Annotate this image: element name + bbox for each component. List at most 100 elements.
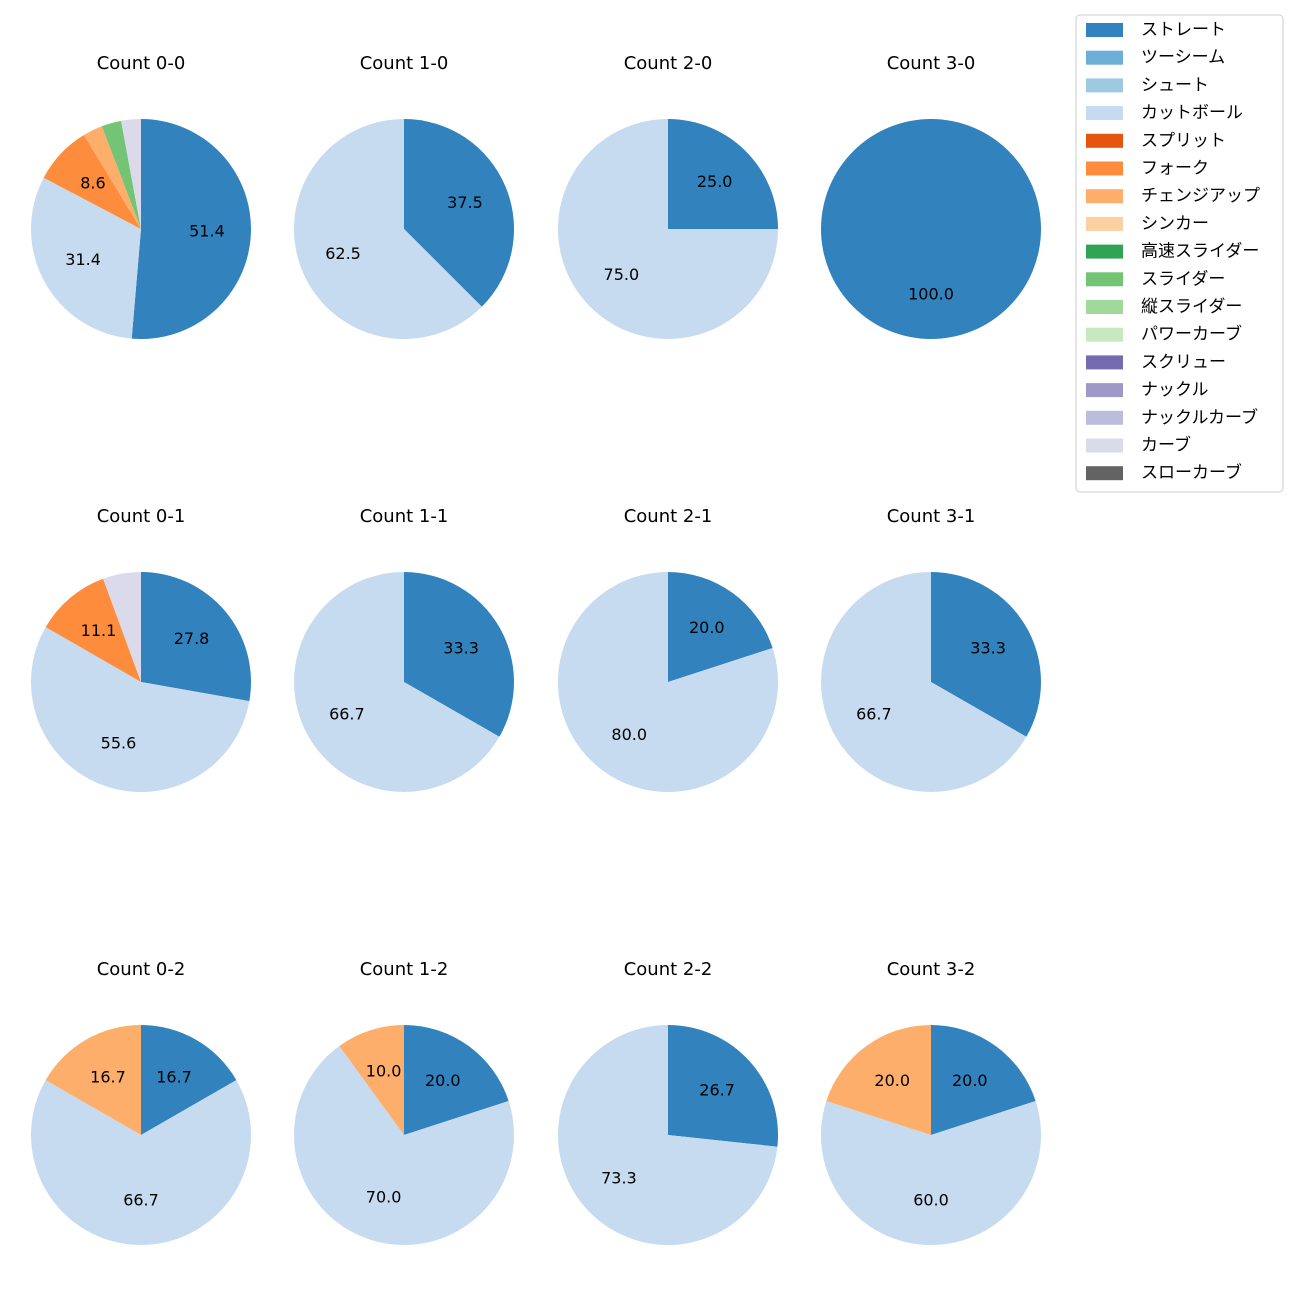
legend-entry: 縦スライダー [1086,297,1242,317]
pie-slice [404,119,514,307]
pie-title: Count 2-2 [624,959,713,980]
legend-entry: パワーカーブ [1086,324,1242,345]
pie-title: Count 0-2 [97,959,186,980]
pie-slice [45,578,141,682]
pie-slice [294,1046,514,1245]
pie-slice [293,119,482,339]
slice-label: 75.0 [604,265,640,284]
slice-label: 20.0 [952,1071,988,1090]
pie-4: Count 3-0 100.0 [821,53,1041,339]
legend-label: スローカーブ [1141,462,1242,483]
slice-label: 100.0 [908,285,954,304]
pie-12: Count 3-2 20.0 60.0 20.0 [821,959,1041,1245]
legend-label: チェンジアップ [1141,186,1260,206]
pie-slice [141,1025,237,1135]
pie-6: Count 1-1 33.3 66.7 [293,506,514,792]
slice-label: 16.7 [156,1067,192,1086]
legend-label: 縦スライダー [1141,297,1242,317]
pie-slice [31,627,250,792]
pie-slice [103,572,141,682]
legend-label: フォーク [1141,159,1209,179]
slice-label: 20.0 [874,1071,910,1090]
pie-title: Count 0-0 [97,53,186,74]
legend-swatch [1086,189,1123,204]
legend-swatch [1086,355,1123,370]
legend-label: シンカー [1141,214,1209,234]
legend-entry: カットボール [1086,103,1243,123]
legend-entry: ナックル [1086,380,1209,400]
slice-label: 31.4 [65,250,101,269]
legend-frame [1075,14,1284,493]
slice-label: 80.0 [611,725,647,744]
pie-8: Count 3-1 33.3 66.7 [820,506,1042,792]
pie-title: Count 0-1 [97,506,186,527]
pie-slice [404,572,514,737]
legend-swatch [1086,300,1123,314]
legend-entry: スライダー [1086,269,1225,289]
pie-title: Count 1-0 [360,53,449,74]
legend-entry: スクリュー [1086,352,1226,372]
slice-label: 33.3 [443,638,479,657]
legend-swatch [1086,383,1123,398]
pie-slice [931,572,1042,737]
pie-slice [668,572,773,682]
legend-swatch [1086,23,1123,37]
slice-label: 33.3 [970,638,1006,657]
slice-label: 20.0 [425,1071,461,1090]
legend-swatch [1086,106,1123,121]
legend-swatch [1086,78,1123,93]
pie-1: Count 0-0 51.4 31.4 8.6 [30,53,251,339]
pie-slice [820,572,1027,792]
legend-label: ツーシーム [1141,48,1225,68]
pie-title: Count 1-2 [360,959,449,980]
legend-entry: フォーク [1086,159,1209,179]
legend-entry: カーブ [1086,435,1191,456]
pie-slice [141,572,251,702]
pie-2: Count 1-0 37.5 62.5 [293,53,514,339]
legend-label: スライダー [1141,269,1225,289]
pie-slice [101,120,141,229]
legend-label: カットボール [1141,103,1243,123]
legend-swatch [1086,466,1123,481]
legend-label: ストレート [1141,20,1226,40]
pie-slice [821,119,1041,339]
slice-label: 25.0 [697,172,733,191]
slice-label: 37.5 [447,193,483,212]
pie-slice [558,1025,778,1245]
slice-label: 27.8 [174,629,210,648]
legend-swatch [1086,50,1123,65]
legend-label: 高速スライダー [1141,242,1259,262]
pie-slice [557,572,778,792]
pie-slice [931,1025,1036,1135]
pie-11: Count 2-2 26.7 73.3 [558,959,778,1245]
legend-entry: 高速スライダー [1086,242,1259,262]
legend-entry: ツーシーム [1086,48,1225,68]
slice-label: 66.7 [123,1191,159,1210]
pie-slice [121,119,141,229]
slice-label: 11.1 [81,621,117,640]
slice-label: 70.0 [366,1187,402,1206]
legend-label: ナックル [1141,380,1209,400]
legend-label: スクリュー [1141,352,1226,372]
legend-swatch [1086,216,1123,231]
pie-title: Count 3-1 [887,506,976,527]
slice-label: 16.7 [90,1067,126,1086]
pie-slice [668,119,778,229]
slice-label: 66.7 [329,705,365,724]
pie-3: Count 2-0 25.0 75.0 [558,53,778,339]
pie-title: Count 1-1 [360,506,449,527]
pie-slice [83,126,141,229]
legend-swatch [1086,272,1123,287]
legend-entry: ストレート [1086,20,1226,40]
slice-label: 60.0 [913,1191,949,1210]
slice-label: 26.7 [699,1080,735,1099]
slice-label: 51.4 [189,221,225,240]
slice-label: 62.5 [325,244,361,263]
pie-title: Count 3-2 [887,959,976,980]
legend-entry: シンカー [1086,214,1209,234]
slice-label: 55.6 [101,734,137,753]
pie-slice [43,134,141,229]
legend-entry: ナックルカーブ [1086,407,1258,428]
pie-10: Count 1-2 20.0 70.0 10.0 [294,959,514,1245]
